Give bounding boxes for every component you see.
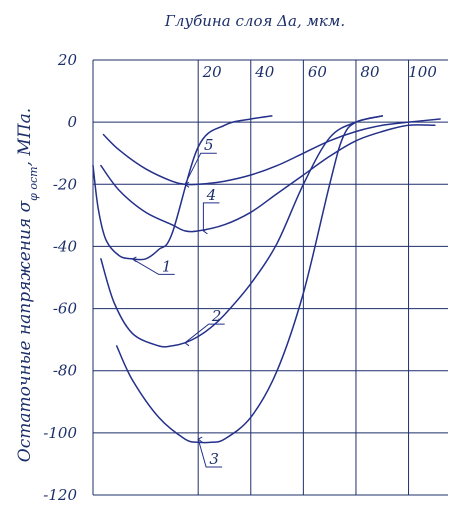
y-axis-label-subscript: φ ост xyxy=(27,166,40,200)
annotation-leader xyxy=(184,152,217,185)
annotation-arrowhead xyxy=(184,340,190,347)
curve-annotations: 1 2 3 4 5 xyxy=(131,136,225,468)
annotation-leader xyxy=(197,438,223,468)
x-tick-label: 100 xyxy=(408,63,437,81)
series-curves xyxy=(92,115,441,444)
svg-text:Остаточные напряжения σφ ост,: Остаточные напряжения σφ ост, МПа. xyxy=(15,108,40,462)
y-tick-label: -80 xyxy=(53,362,78,380)
y-axis-label: Остаточные напряжения σφ ост, МПа. xyxy=(15,108,40,462)
y-tick-label: 20 xyxy=(57,51,78,69)
annotation-arrowhead xyxy=(197,436,203,443)
annotation-arrowhead xyxy=(184,181,190,188)
x-tick-labels: 20 40 60 80 100 xyxy=(202,63,438,81)
y-axis-label-unit: , МПа. xyxy=(15,108,35,167)
annotation-leader xyxy=(184,323,225,344)
chart-title: Глубина слоя Δa, мкм. xyxy=(164,12,345,30)
series-curve-5 xyxy=(102,118,441,186)
x-tick-label: 60 xyxy=(308,63,328,81)
series-curve-2 xyxy=(100,115,384,348)
series-curve-1 xyxy=(92,115,273,261)
curve-label: 2 xyxy=(211,307,222,325)
y-tick-label: 0 xyxy=(67,113,77,131)
x-tick-label: 20 xyxy=(202,63,223,81)
x-tick-label: 40 xyxy=(254,63,275,81)
y-tick-label: -100 xyxy=(43,424,77,442)
curve-label: 5 xyxy=(204,136,214,154)
gridlines xyxy=(92,59,448,496)
annotation-leader xyxy=(202,202,220,231)
series-curve-3 xyxy=(115,115,384,444)
series-curve-4 xyxy=(100,124,436,233)
curve-label: 4 xyxy=(206,186,217,204)
y-tick-label: -60 xyxy=(53,300,78,318)
y-tick-label: -40 xyxy=(53,237,78,255)
annotation-arrowhead xyxy=(131,256,137,263)
y-tick-labels: 20 0 -20 -40 -60 -80 -100 -120 xyxy=(43,51,77,504)
y-tick-label: -20 xyxy=(53,175,78,193)
y-axis-label-main: Остаточные напряжения σ xyxy=(15,200,35,462)
x-tick-label: 80 xyxy=(360,63,380,81)
curve-label: 1 xyxy=(162,257,172,275)
annotation-arrowhead xyxy=(202,228,208,235)
y-tick-label: -120 xyxy=(43,486,77,504)
curve-label: 3 xyxy=(209,450,219,468)
annotation-leader xyxy=(132,258,175,275)
